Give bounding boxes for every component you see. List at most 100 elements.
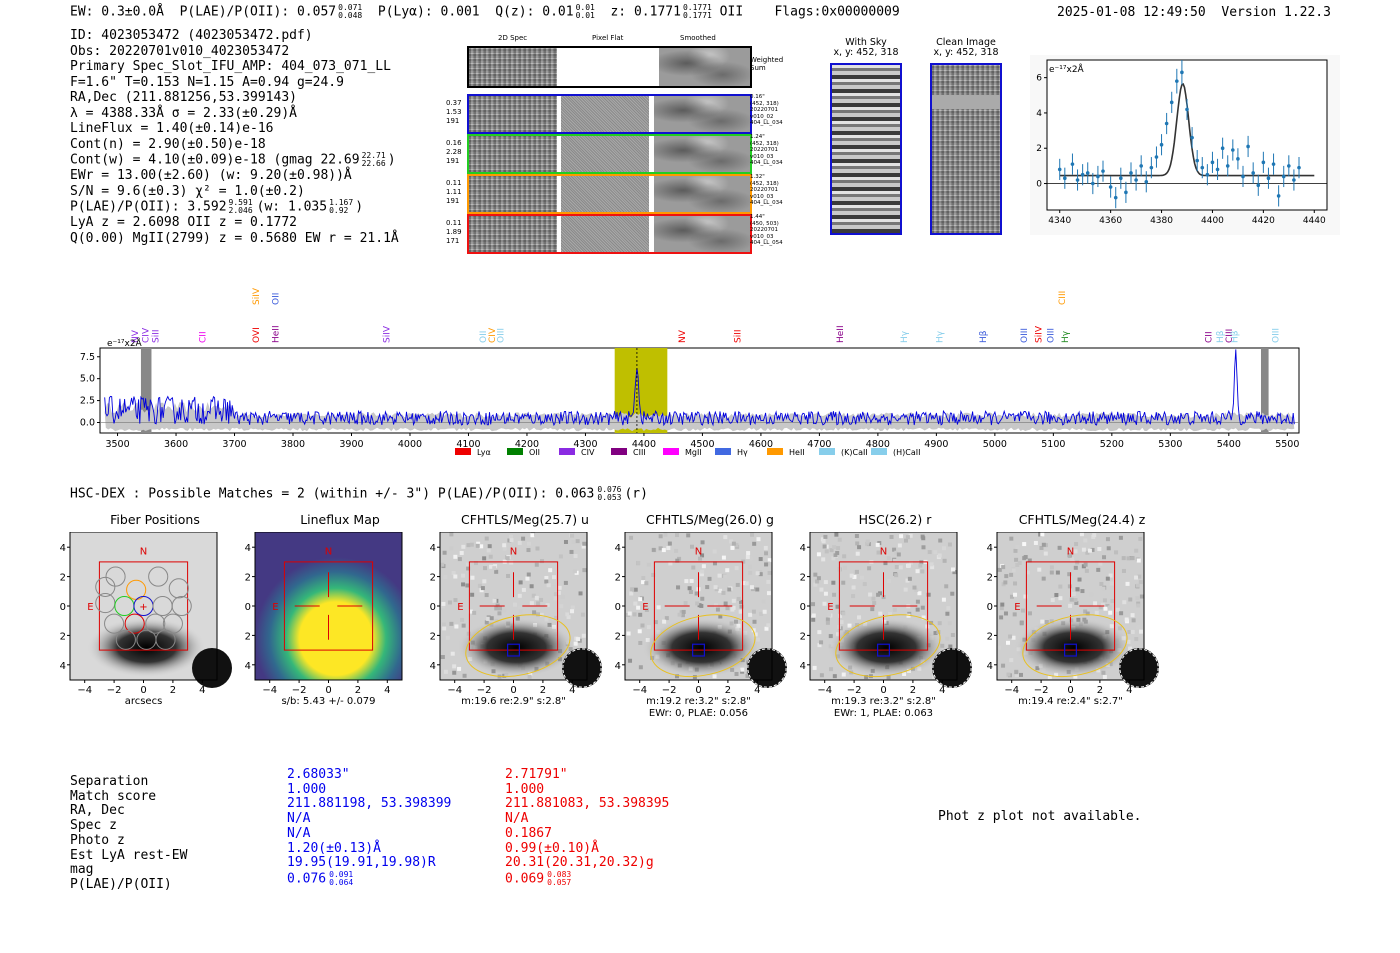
noise-pixel: [1004, 574, 1009, 579]
fiber-right-info: 1.24" (452, 318) 20220701 v010_03 404_LL_034: [750, 134, 783, 167]
noise-pixel: [1117, 626, 1122, 631]
zoom-point: [1175, 79, 1179, 83]
search-box: [468, 561, 559, 651]
legend-label: Hγ: [737, 448, 748, 457]
noise-pixel: [535, 546, 540, 551]
fiber-right-value: 1.24": [750, 134, 765, 140]
noise-pixel: [759, 611, 764, 616]
noise-pixel: [1138, 580, 1143, 585]
line-marker-label: CIV: [488, 327, 498, 343]
noise-pixel: [819, 587, 824, 592]
zoom-point: [1139, 164, 1143, 168]
info-plae-text: P(LAE)/P(OII): 3.592: [70, 199, 227, 215]
noise-pixel: [566, 615, 571, 620]
fiber-right-value: (452, 318): [750, 140, 779, 147]
zoom-point: [1266, 176, 1271, 181]
fiber-right-value: (452, 318): [750, 180, 779, 187]
noise-pixel: [483, 566, 488, 571]
noise-pixel: [945, 611, 950, 616]
noise-pixel: [534, 595, 539, 600]
cutout-y-tick: 2: [800, 573, 806, 584]
noise-pixel: [494, 606, 499, 611]
noise-pixel: [1013, 548, 1018, 553]
cutout-y-tick: 4: [615, 543, 621, 554]
noise-pixel: [529, 584, 534, 589]
noise-pixel: [441, 601, 446, 606]
zoom-x-tick-label: 4440: [1303, 216, 1326, 226]
line-marker-label: OII: [479, 331, 489, 343]
noise-pixel: [1075, 587, 1080, 592]
spectrum-x-tick-label: 5100: [1041, 439, 1065, 450]
cutout-y-tick: 2: [60, 573, 66, 584]
noise-pixel: [763, 545, 768, 550]
noise-pixel: [1105, 604, 1110, 609]
match-box: [1064, 643, 1077, 657]
noise-pixel: [748, 556, 753, 561]
fiber-right-value: 20220701: [750, 147, 778, 153]
neighbor-ellipse: [747, 648, 787, 688]
info-plae-sub2: 0.92: [329, 206, 349, 215]
cutout-x-tick: −2: [292, 685, 307, 696]
spectrum-x-tick-label: 5300: [1158, 439, 1182, 450]
noise-pixel: [521, 587, 526, 592]
noise-pixel: [816, 552, 821, 557]
noise-pixel: [470, 592, 475, 597]
noise-pixel: [812, 665, 817, 670]
noise-pixel: [761, 599, 766, 604]
noise-pixel: [489, 616, 494, 621]
noise-pixel: [766, 561, 771, 566]
noise-pixel: [1089, 604, 1094, 609]
cutout-x-tick: −2: [1034, 685, 1049, 696]
noise-pixel: [1067, 584, 1072, 589]
cutout-xlabel: arcsecs: [124, 696, 163, 707]
noise-pixel: [865, 539, 870, 544]
cutout-image: −4 −4 −2 −2 0 0 2 2 4 4 N E: [615, 532, 787, 696]
fiber-pixelflat: [561, 176, 649, 212]
noise-pixel: [658, 534, 663, 539]
zoom-point: [1080, 172, 1085, 177]
m2-plae-value: 0.069: [505, 871, 545, 887]
noise-pixel: [440, 562, 445, 567]
fiber-left-info: 0.11 1.89 171: [446, 219, 462, 246]
m2-radec: 211.881083, 53.398395: [505, 796, 670, 812]
noise-pixel: [582, 568, 587, 573]
noise-pixel: [1023, 594, 1028, 599]
noise-pixel: [1135, 596, 1140, 601]
noise-pixel: [668, 561, 673, 566]
noise-pixel: [569, 549, 574, 554]
zoom-point: [1063, 176, 1067, 181]
cutout-x-tick: 0: [510, 685, 516, 696]
noise-pixel: [1122, 600, 1127, 605]
cutout-y-tick: −4: [60, 661, 66, 672]
cutout-y-tick: 0: [615, 602, 621, 613]
noise-pixel: [1001, 663, 1006, 668]
line-marker-label: SiIV: [252, 287, 262, 305]
noise-pixel: [646, 625, 651, 630]
fiber-left-value: 171: [446, 237, 460, 245]
cutout-x-tick: −2: [847, 685, 862, 696]
north-label: N: [1067, 546, 1074, 557]
noise-pixel: [1119, 611, 1124, 616]
noise-pixel: [1041, 542, 1046, 547]
noise-pixel: [470, 575, 475, 580]
noise-pixel: [1108, 573, 1113, 578]
noise-pixel: [1134, 575, 1139, 580]
noise-pixel: [1114, 550, 1119, 555]
header-qz-sup: 0.01: [575, 3, 595, 12]
noise-pixel: [581, 544, 586, 549]
noise-pixel: [461, 573, 466, 578]
fiber-circle: [171, 595, 192, 617]
noise-pixel: [876, 550, 881, 555]
noise-pixel: [486, 616, 491, 621]
cutout-xlabel: m:19.4 re:2.4" s:2.7": [1018, 696, 1123, 707]
noise-pixel: [502, 608, 507, 613]
fiber-right-value: v010_03: [750, 233, 774, 240]
noise-pixel: [718, 588, 723, 593]
line-marker-label: OIII: [1272, 328, 1282, 343]
noise-pixel: [526, 572, 531, 577]
noise-pixel: [862, 582, 867, 587]
noise-pixel: [489, 564, 494, 569]
spectrum-x-tick-label: 3600: [164, 439, 188, 450]
noise-pixel: [1087, 548, 1092, 553]
